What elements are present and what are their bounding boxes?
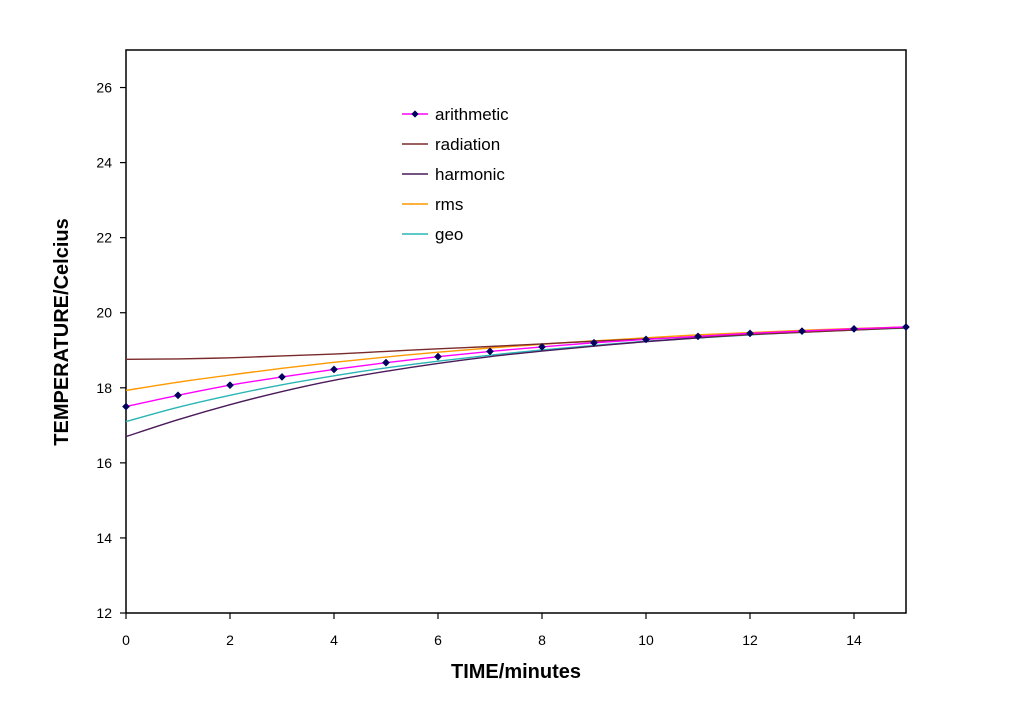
data-point-arithmetic bbox=[642, 335, 650, 344]
data-point-arithmetic bbox=[486, 347, 494, 356]
y-tick-label: 18 bbox=[96, 380, 112, 396]
y-tick-label: 24 bbox=[96, 155, 112, 171]
legend-label-geo: geo bbox=[435, 225, 463, 244]
y-tick-label: 12 bbox=[96, 605, 112, 621]
data-point-arithmetic bbox=[798, 327, 806, 336]
y-axis-ticks: 12 14 16 18 20 22 24 26 bbox=[96, 80, 126, 621]
y-tick-label: 14 bbox=[96, 530, 112, 546]
data-point-arithmetic bbox=[330, 365, 338, 374]
legend: arithmetic radiation harmonic rms geo bbox=[402, 105, 509, 244]
data-point-arithmetic bbox=[850, 324, 858, 333]
data-point-arithmetic bbox=[590, 338, 598, 347]
y-axis-title: TEMPERATURE/Celcius bbox=[51, 218, 73, 445]
series-markers bbox=[122, 323, 910, 411]
series-lines bbox=[125, 326, 907, 438]
data-point-arithmetic bbox=[278, 372, 286, 381]
data-point-arithmetic bbox=[746, 329, 754, 338]
legend-label-rms: rms bbox=[435, 195, 463, 214]
data-point-arithmetic bbox=[694, 332, 702, 341]
data-point-arithmetic bbox=[226, 381, 234, 390]
x-axis-ticks: 0 2 4 6 8 10 12 14 bbox=[122, 613, 862, 648]
data-point-arithmetic bbox=[382, 358, 390, 367]
data-point-arithmetic bbox=[122, 402, 130, 411]
series-line-arithmetic bbox=[125, 326, 907, 408]
x-axis-title: TIME/minutes bbox=[451, 661, 581, 683]
legend-label-arithmetic: arithmetic bbox=[435, 105, 509, 124]
x-tick-label: 12 bbox=[742, 632, 758, 648]
x-tick-label: 4 bbox=[330, 632, 338, 648]
x-tick-label: 0 bbox=[122, 632, 130, 648]
data-point-arithmetic bbox=[902, 323, 910, 331]
legend-label-harmonic: harmonic bbox=[435, 165, 505, 184]
data-point-arithmetic bbox=[434, 352, 442, 361]
y-tick-label: 26 bbox=[96, 80, 112, 96]
x-tick-label: 8 bbox=[538, 632, 546, 648]
y-tick-label: 22 bbox=[96, 230, 112, 246]
x-tick-label: 6 bbox=[434, 632, 442, 648]
y-tick-label: 20 bbox=[96, 305, 112, 321]
data-point-arithmetic bbox=[174, 391, 182, 400]
data-point-arithmetic bbox=[538, 342, 546, 351]
legend-marker-arithmetic bbox=[411, 110, 419, 118]
y-tick-label: 16 bbox=[96, 455, 112, 471]
x-tick-label: 14 bbox=[846, 632, 862, 648]
series-line-radiation bbox=[125, 327, 907, 360]
series-line-rms bbox=[125, 326, 907, 392]
legend-label-radiation: radiation bbox=[435, 135, 500, 154]
x-tick-label: 10 bbox=[638, 632, 654, 648]
x-tick-label: 2 bbox=[226, 632, 234, 648]
